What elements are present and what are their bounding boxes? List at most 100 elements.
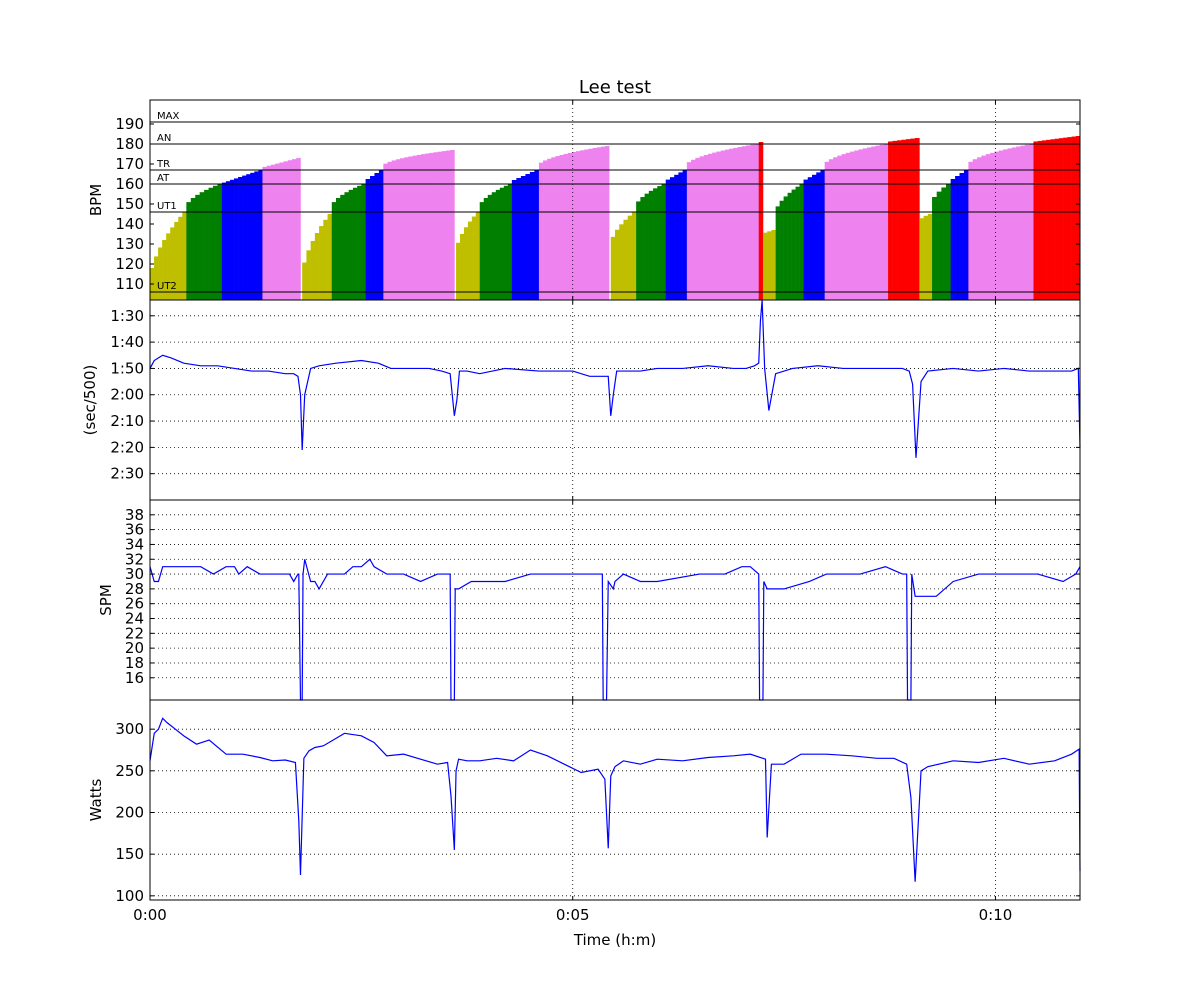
heart-rate-bar-57 [391,160,397,300]
heart-rate-bar-186 [936,191,942,300]
heart-rate-bar-185 [932,197,937,300]
heart-rate-bar-159 [820,170,825,300]
heart-rate-bar-121 [661,184,667,300]
heart-rate-bar-82 [495,189,501,300]
heart-rate-bar-25 [254,171,259,300]
heart-rate-bar-194 [972,159,978,300]
heart-rate-bar-118 [648,190,654,300]
heart-rate-bar-165 [845,152,851,300]
heart-rate-bar-196 [981,155,987,300]
pace-frame [149,299,1081,501]
heart-rate-zone-lines: MAX AN TR AT UT1 UT2 [150,111,1080,293]
heart-rate-bar-91 [534,170,540,300]
heart-rate-bar-211 [1046,139,1051,300]
zone-label-an: AN [157,133,171,144]
heart-rate-bar-154 [799,184,804,300]
heart-rate-bar-163 [837,155,842,300]
heart-rate-bar-110 [615,229,620,300]
pace-grid [150,300,1080,500]
pace-ticks: 1:30 1:40 1:50 2:00 2:10 2:20 2:30 [110,300,1080,500]
heart-rate-bar-170 [866,147,872,300]
heart-rate-bar-192 [963,170,969,300]
pace-ytick-label-4: 2:10 [110,412,144,430]
heart-rate-bar-189 [950,179,956,300]
heart-rate-bar-149 [779,200,784,300]
heart-rate-bar-147 [771,230,776,300]
time-axis-ticks: 0:00 0:05 0:10 [133,906,1012,924]
power-line [149,717,1081,882]
heart-rate-bar-179 [905,139,911,300]
heart-rate-bar-69 [441,151,447,300]
heart-rate-bar-187 [941,187,947,300]
heart-rate-bar-86 [511,180,517,300]
heart-rate-bar-23 [246,174,251,300]
spm-ytick-label-3: 22 [125,624,144,642]
heart-rate-bar-135 [720,150,726,300]
heart-rate-bar-133 [712,152,717,300]
heart-rate-bar-176 [892,140,898,300]
hr-ytick-label-7: 180 [115,135,144,153]
heart-rate-bar-169 [862,148,868,300]
heart-rate-bar-6 [174,221,179,300]
heart-rate-bar-74 [463,227,469,300]
panel-power: 100 150 200 250 300 Watts [87,699,1081,905]
heart-rate-bar-216 [1067,137,1072,300]
heart-rate-bar-142 [750,144,755,300]
pace-ytick-label-0: 1:30 [110,307,144,325]
heart-rate-bar-7 [178,216,183,300]
heart-rate-bar-36 [302,262,307,300]
heart-rate-bar-168 [858,149,864,300]
spm-ytick-label-7: 30 [125,565,144,583]
power-ticks: 100 150 200 250 300 [115,700,1080,905]
heart-rate-bar-131 [703,154,709,300]
heart-rate-bar-26 [258,170,263,300]
zone-label-ut1: UT1 [157,201,177,212]
heart-rate-bar-100 [571,151,577,300]
heart-rate-bar-138 [733,147,738,300]
stroke-rate-grid [150,500,1080,700]
heart-rate-bars [150,136,1081,300]
heart-rate-bar-151 [787,192,792,300]
heart-rate-bar-134 [716,151,721,300]
heart-rate-bar-202 [1007,148,1013,300]
heart-rate-bar-83 [499,187,505,300]
spm-ytick-label-10: 36 [125,521,144,539]
heart-rate-bar-21 [238,177,243,300]
heart-rate-bar-153 [795,186,800,300]
heart-rate-bar-47 [348,189,354,300]
heart-rate-bar-22 [242,175,247,300]
heart-rate-bar-32 [283,161,289,300]
hr-ytick-label-1: 120 [115,255,144,273]
pace-ytick-label-2: 1:50 [110,359,144,377]
zone-label-max: MAX [157,111,179,122]
heart-rate-bar-79 [483,198,489,300]
heart-rate-bar-68 [437,151,443,300]
heart-rate-bar-59 [400,158,405,300]
spm-ytick-label-6: 28 [125,580,144,598]
heart-rate-bar-66 [429,152,434,300]
heart-rate-bar-84 [503,185,509,300]
heart-rate-bar-195 [977,157,982,300]
heart-rate-bar-53 [374,173,380,300]
heart-rate-bar-141 [746,145,751,300]
spm-ytick-label-9: 34 [125,535,144,553]
heart-rate-bar-95 [551,157,556,300]
heart-rate-bar-122 [665,179,671,300]
heart-rate-bar-213 [1054,138,1060,300]
power-frame [149,699,1081,901]
pace-line [149,299,1081,458]
heart-rate-bar-215 [1063,137,1068,300]
heart-rate-bar-139 [737,147,743,300]
watts-ytick-label-4: 300 [115,720,144,738]
heart-rate-bar-81 [491,192,497,300]
watts-ytick-label-2: 200 [115,804,144,822]
heart-rate-bar-19 [229,179,235,300]
heart-rate-bar-54 [378,170,384,300]
pace-ytick-label-3: 2:00 [110,386,144,404]
watts-ytick-label-3: 250 [115,762,144,780]
heart-rate-bar-155 [803,179,809,300]
heart-rate-bar-198 [990,152,995,300]
time-tick-label-2: 0:10 [979,906,1013,924]
heart-rate-bar-112 [623,219,628,300]
heart-rate-bar-218 [1075,136,1081,300]
